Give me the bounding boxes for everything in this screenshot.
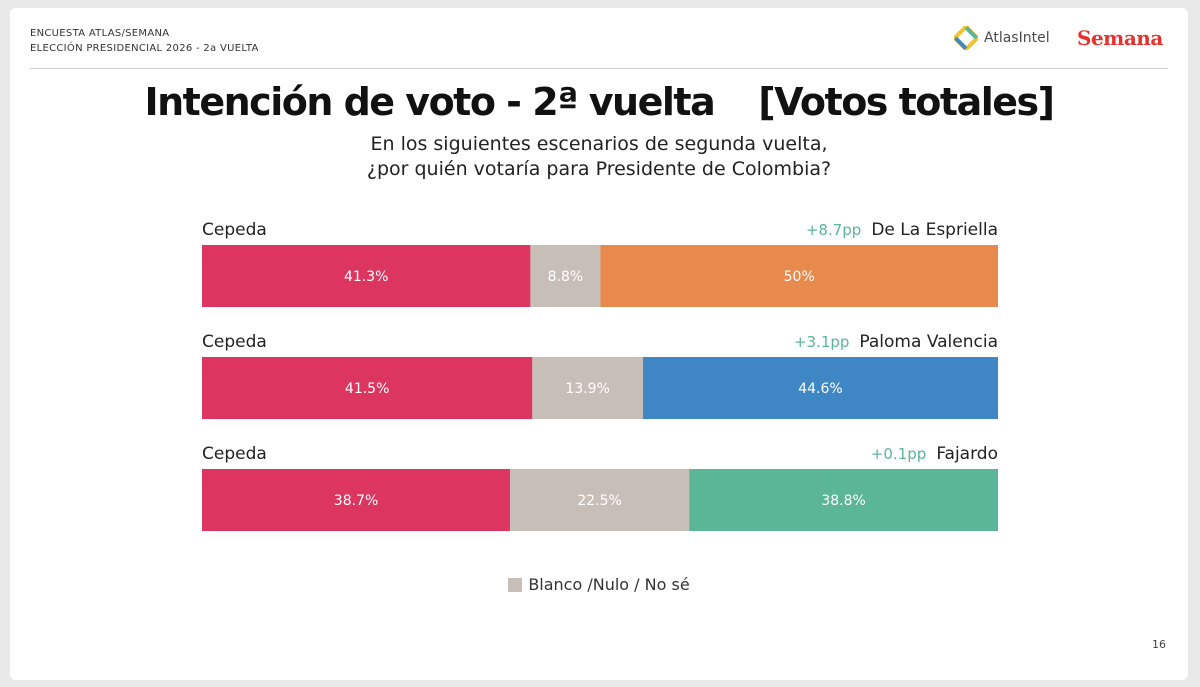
right-candidate-label: Paloma Valencia <box>859 332 998 352</box>
chart-subtitle-line2: ¿por quién votaría para Presidente de Co… <box>366 158 832 180</box>
right-candidate-label: De La Espriella <box>871 220 998 240</box>
legend-label-blank: Blanco /Nulo / No sé <box>528 575 690 594</box>
bar-segment <box>689 469 998 531</box>
atlasintel-logo-icon <box>954 26 978 50</box>
chart-subtitle: En los siguientes escenarios de segunda … <box>10 132 1188 182</box>
legend-swatch-blank <box>508 577 523 592</box>
chart-title-text: Intención de voto - 2ª vuelta <box>144 80 715 124</box>
survey-subtitle: ELECCIÓN PRESIDENCIAL 2026 - 2a VUELTA <box>30 43 259 54</box>
left-candidate-label: Cepeda <box>202 332 267 352</box>
bar-segment <box>600 245 998 307</box>
bar-value-label: 8.8% <box>548 269 584 285</box>
survey-name: ENCUESTA ATLAS/SEMANA <box>30 28 170 39</box>
left-candidate-label: Cepeda <box>202 220 267 240</box>
atlasintel-logo-text: AtlasIntel <box>984 30 1050 46</box>
bar-value-label: 38.8% <box>821 493 865 509</box>
left-candidate-label: Cepeda <box>202 444 267 464</box>
margin-label: +8.7pp <box>806 221 861 239</box>
bar-value-label: 41.3% <box>344 269 388 285</box>
bar-segment <box>530 245 601 307</box>
atlasintel-logo: AtlasIntel <box>954 26 1050 50</box>
chart-title-tag: [Votos totales] <box>758 80 1055 124</box>
bar-segment <box>510 469 690 531</box>
semana-logo: Semana <box>1077 26 1163 50</box>
page-number: 16 <box>1152 638 1166 651</box>
bar-segment <box>532 357 643 419</box>
right-candidate-label: Fajardo <box>936 444 998 464</box>
stacked-bar-chart: Cepeda De La Espriella +8.7pp 41.3% 8.8% 50% C… <box>202 220 998 531</box>
bar-value-label: 22.5% <box>577 493 621 509</box>
header-divider <box>30 68 1168 69</box>
bar-value-label: 38.7% <box>334 493 378 509</box>
bar-segment <box>202 469 511 531</box>
bar-value-label: 50% <box>784 269 815 285</box>
margin-label: +0.1pp <box>871 445 926 463</box>
bar-segment <box>202 357 533 419</box>
survey-header: ENCUESTA ATLAS/SEMANA ELECCIÓN PRESIDENC… <box>30 26 259 56</box>
margin-label: +3.1pp <box>794 333 849 351</box>
slide: ENCUESTA ATLAS/SEMANA ELECCIÓN PRESIDENC… <box>10 8 1188 680</box>
bar-value-label: 13.9% <box>565 381 609 397</box>
bar-segment <box>642 357 998 419</box>
bar-value-label: 44.6% <box>798 381 842 397</box>
chart-legend: Blanco /Nulo / No sé <box>10 575 1188 594</box>
chart-subtitle-line1: En los siguientes escenarios de segunda … <box>370 133 828 155</box>
bar-value-label: 41.5% <box>345 381 389 397</box>
chart-title: Intención de voto - 2ª vuelta [Votos tota… <box>10 80 1188 124</box>
bar-segment <box>202 245 531 307</box>
